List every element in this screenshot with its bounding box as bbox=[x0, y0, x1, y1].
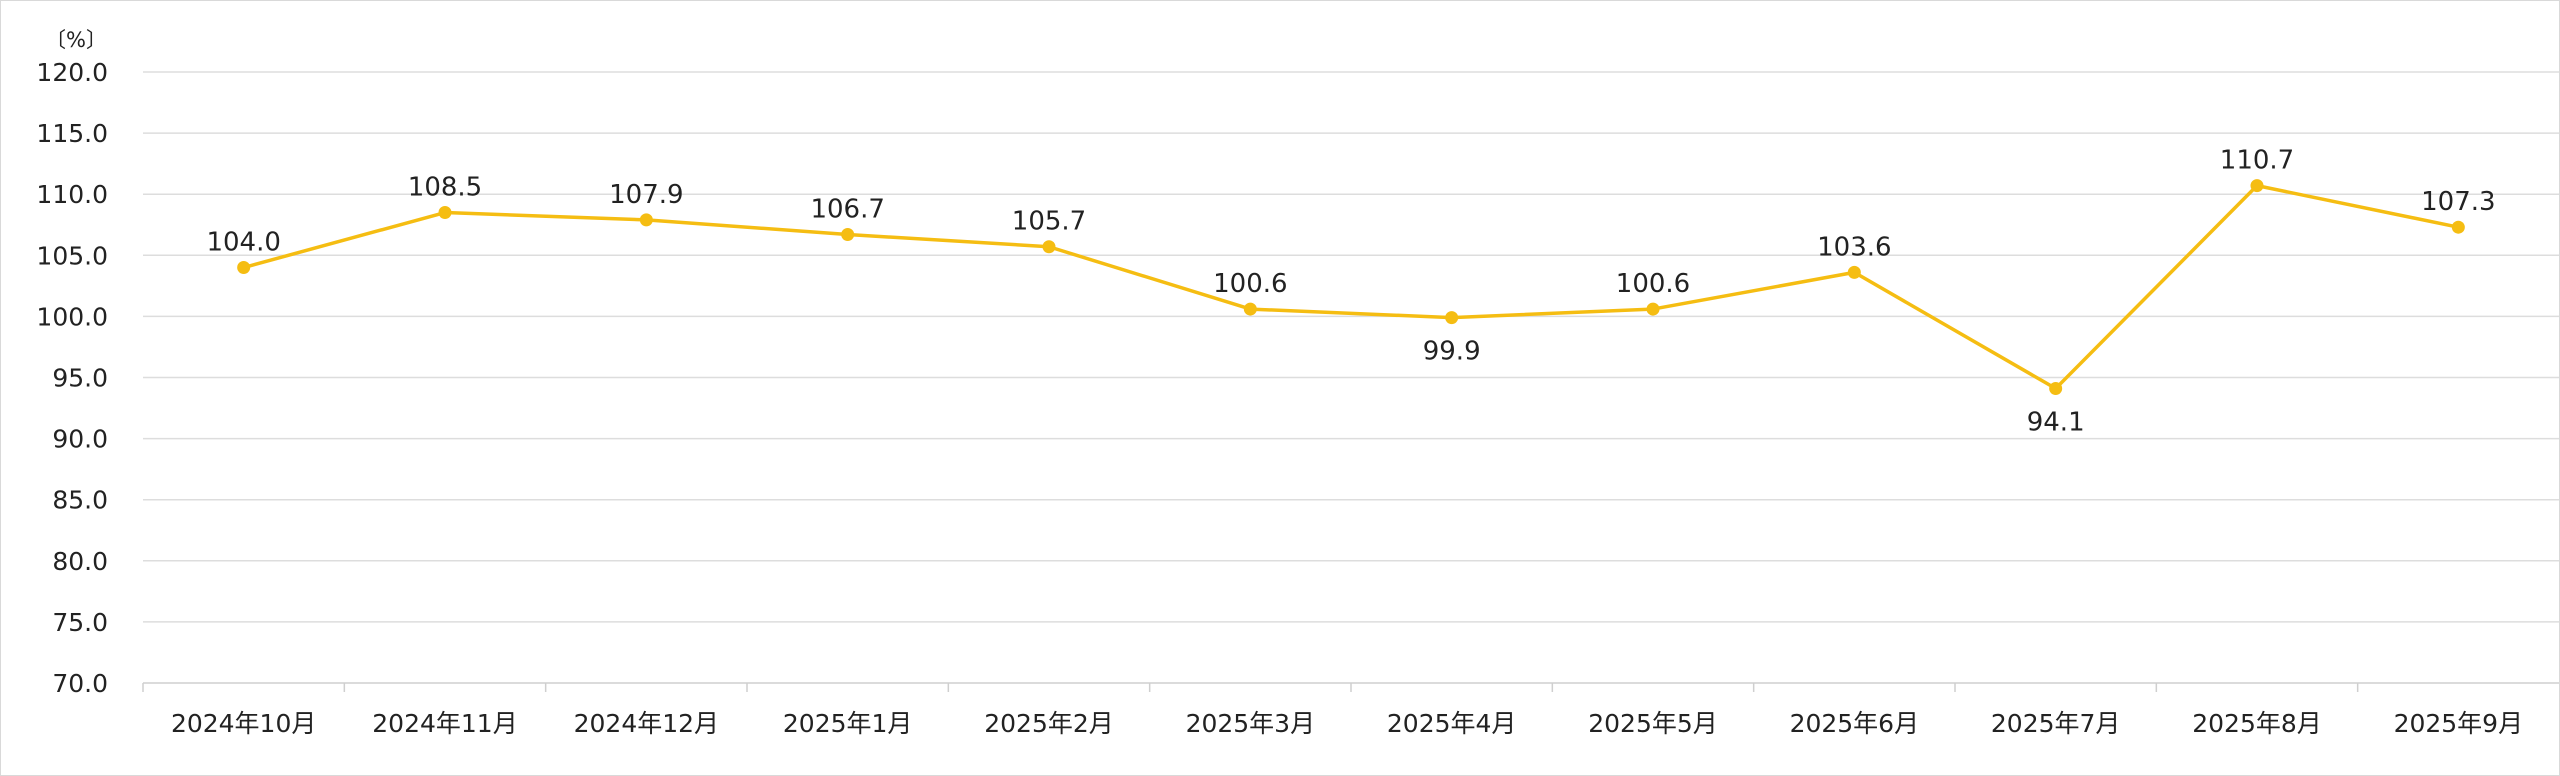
x-tick-label: 2025年9月 bbox=[2394, 709, 2524, 738]
data-label: 106.7 bbox=[810, 195, 884, 225]
x-tick-label: 2024年12月 bbox=[574, 709, 719, 738]
data-label: 105.7 bbox=[1012, 207, 1086, 237]
data-point bbox=[841, 228, 855, 242]
x-tick-label: 2025年8月 bbox=[2192, 709, 2322, 738]
data-point bbox=[237, 261, 251, 275]
data-label: 107.3 bbox=[2421, 187, 2495, 217]
y-axis-ticks: 70.0 75.0 80.0 85.0 90.0 95.0 100.0 105.0 110.0 1… bbox=[36, 58, 108, 698]
data-label: 104.0 bbox=[206, 228, 280, 258]
y-tick-label: 75.0 bbox=[52, 608, 108, 637]
data-labels: 104.0 108.5 107.9 106.7 105.7 100.6 99.9 100.6 1… bbox=[206, 146, 2495, 438]
y-tick-label: 115.0 bbox=[36, 119, 108, 148]
y-unit-label: 〔%〕 bbox=[45, 28, 107, 52]
x-tick-label: 2025年7月 bbox=[1991, 709, 2121, 738]
data-label: 100.6 bbox=[1616, 269, 1690, 299]
x-tick-label: 2025年3月 bbox=[1186, 709, 1316, 738]
y-tick-label: 70.0 bbox=[52, 669, 108, 698]
y-tick-label: 80.0 bbox=[52, 547, 108, 576]
x-tick-label: 2025年4月 bbox=[1387, 709, 1517, 738]
data-label: 99.9 bbox=[1423, 337, 1481, 367]
data-label: 100.6 bbox=[1213, 269, 1287, 299]
x-tick-label: 2025年1月 bbox=[783, 709, 913, 738]
x-tick-label: 2025年2月 bbox=[984, 709, 1114, 738]
data-point bbox=[438, 206, 452, 220]
x-tick-label: 2025年6月 bbox=[1790, 709, 1920, 738]
series-line-layer bbox=[243, 183, 2459, 391]
data-label: 107.9 bbox=[609, 180, 683, 210]
data-point bbox=[1042, 240, 1056, 254]
data-point bbox=[1243, 302, 1257, 316]
data-point bbox=[2451, 220, 2465, 234]
y-tick-label: 120.0 bbox=[36, 58, 108, 87]
data-point bbox=[1847, 265, 1861, 279]
y-tick-label: 100.0 bbox=[36, 302, 108, 331]
data-label: 110.7 bbox=[2220, 146, 2294, 176]
x-tick-label: 2024年10月 bbox=[171, 709, 316, 738]
series-line bbox=[243, 183, 2459, 391]
gridlines bbox=[143, 71, 2559, 623]
y-tick-label: 105.0 bbox=[36, 241, 108, 270]
y-tick-label: 110.0 bbox=[36, 180, 108, 209]
x-tick-label: 2025年5月 bbox=[1588, 709, 1718, 738]
x-axis-ticks: 2024年10月 2024年11月 2024年12月 2025年1月 2025年2月 20… bbox=[171, 709, 2523, 738]
y-tick-label: 85.0 bbox=[52, 486, 108, 515]
data-label: 94.1 bbox=[2027, 407, 2085, 437]
data-point bbox=[639, 213, 653, 227]
x-tick-label: 2024年11月 bbox=[372, 709, 517, 738]
data-points bbox=[237, 179, 2465, 395]
data-label: 103.6 bbox=[1817, 232, 1891, 262]
data-point bbox=[1646, 302, 1660, 316]
data-point bbox=[2250, 179, 2264, 193]
data-point bbox=[2049, 381, 2063, 395]
y-tick-label: 95.0 bbox=[52, 364, 108, 393]
y-tick-label: 90.0 bbox=[52, 425, 108, 454]
data-point bbox=[1445, 311, 1459, 325]
data-label: 108.5 bbox=[408, 173, 482, 203]
x-axis bbox=[142, 682, 2559, 692]
